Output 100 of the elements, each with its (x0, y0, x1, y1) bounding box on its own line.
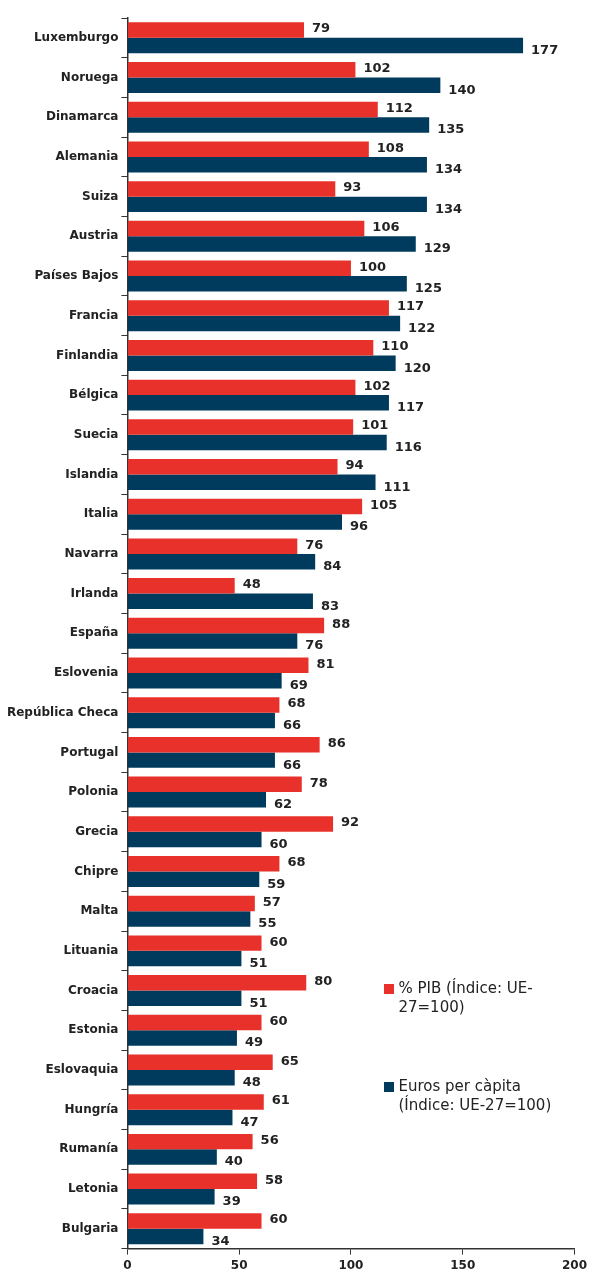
data-label: 111 (383, 478, 411, 494)
y-tick-label: Alemania (55, 149, 119, 164)
bar (127, 593, 313, 610)
data-label: 49 (244, 1034, 264, 1050)
y-tick-label: Chipre (74, 863, 119, 878)
bar (127, 1030, 237, 1046)
data-label: 39 (222, 1193, 241, 1209)
bar (127, 62, 356, 78)
data-label: 56 (260, 1131, 279, 1147)
y-tick-label: Malta (80, 903, 119, 918)
bar (127, 578, 235, 594)
y-tick-label: Letonia (67, 1181, 119, 1196)
legend-label: Euros per càpita (Índice: UE-27=100) (398, 1076, 552, 1114)
data-label: 60 (269, 933, 288, 949)
y-tick-label: Eslovenia (53, 665, 119, 680)
y-tick-label: Italia (83, 506, 119, 521)
data-label: 48 (242, 1074, 261, 1090)
y-tick-label: Portugal (60, 744, 119, 759)
y-tick-label: Noruega (60, 69, 119, 84)
data-label: 55 (258, 915, 277, 931)
bar (127, 1189, 215, 1205)
data-label: 76 (305, 637, 324, 653)
bar (127, 1054, 273, 1070)
data-label: 122 (408, 319, 436, 335)
bar (127, 657, 309, 673)
data-label: 65 (280, 1052, 299, 1068)
bar (127, 1173, 258, 1190)
bar (127, 776, 302, 793)
data-label: 117 (396, 399, 425, 415)
bar (127, 856, 280, 872)
data-label: 51 (249, 954, 268, 970)
data-label: 60 (269, 1211, 288, 1227)
y-tick-label: España (69, 625, 119, 640)
bar (127, 1094, 264, 1110)
legend-label: % PIB (Índice: UE-27=100) (398, 978, 533, 1016)
data-label: 125 (414, 280, 442, 296)
x-tick-label: 0 (123, 1257, 132, 1272)
data-label: 108 (376, 139, 404, 155)
data-label: 93 (343, 179, 362, 195)
data-label: 140 (448, 81, 476, 97)
y-tick-label: Bélgica (69, 387, 119, 402)
data-label: 102 (363, 377, 391, 393)
data-label: 83 (320, 597, 340, 613)
bar (127, 141, 369, 157)
bar (127, 156, 427, 173)
data-label: 88 (332, 615, 351, 631)
bar (127, 37, 524, 54)
data-label: 134 (434, 161, 463, 177)
bar (127, 935, 262, 951)
y-tick-label: Navarra (64, 546, 119, 561)
data-label: 102 (363, 60, 391, 76)
y-tick-label: Hungría (64, 1101, 119, 1116)
data-label: 69 (289, 677, 308, 693)
bar (127, 553, 316, 570)
bar (127, 617, 325, 634)
data-label: 94 (345, 457, 364, 473)
data-label: 81 (316, 655, 335, 671)
bar (127, 395, 389, 411)
y-tick-label: República Checa (6, 704, 119, 719)
x-tick-label: 200 (561, 1257, 588, 1272)
bar (127, 831, 262, 848)
data-label: 76 (305, 536, 324, 552)
data-label: 59 (267, 875, 286, 891)
data-label: 40 (224, 1153, 243, 1169)
bar (127, 260, 351, 277)
bar (127, 339, 374, 356)
bar (127, 181, 336, 197)
bar (127, 315, 401, 332)
bar (127, 434, 387, 451)
y-tick-label: Países Bajos (34, 268, 119, 283)
x-tick-label: 50 (230, 1257, 248, 1272)
y-tick-label: Finlandia (55, 347, 119, 362)
y-tick-label: Estonia (68, 1022, 119, 1037)
data-label: 68 (287, 695, 306, 711)
bar (127, 22, 305, 38)
bar (127, 1149, 217, 1165)
data-label: 96 (350, 518, 369, 534)
bar (127, 300, 389, 316)
data-label: 110 (381, 338, 409, 354)
data-label: 106 (372, 218, 400, 234)
bar (127, 459, 338, 475)
data-label: 60 (269, 835, 288, 851)
bar (127, 911, 251, 927)
data-label: 60 (269, 1012, 288, 1028)
data-label: 100 (358, 258, 387, 274)
bar (127, 1133, 253, 1150)
bar (127, 117, 430, 133)
data-label: 34 (211, 1232, 230, 1248)
y-tick-label: Eslovaquia (45, 1062, 119, 1077)
data-label: 47 (240, 1113, 259, 1129)
bar (127, 355, 396, 371)
data-label: 116 (394, 438, 422, 454)
data-label: 48 (242, 576, 261, 592)
bar (127, 816, 334, 832)
data-label: 134 (434, 200, 463, 216)
y-tick-label: Irlanda (70, 585, 119, 600)
data-label: 80 (314, 973, 333, 989)
bar (127, 975, 307, 991)
data-label: 84 (323, 558, 342, 574)
bar (127, 736, 320, 753)
